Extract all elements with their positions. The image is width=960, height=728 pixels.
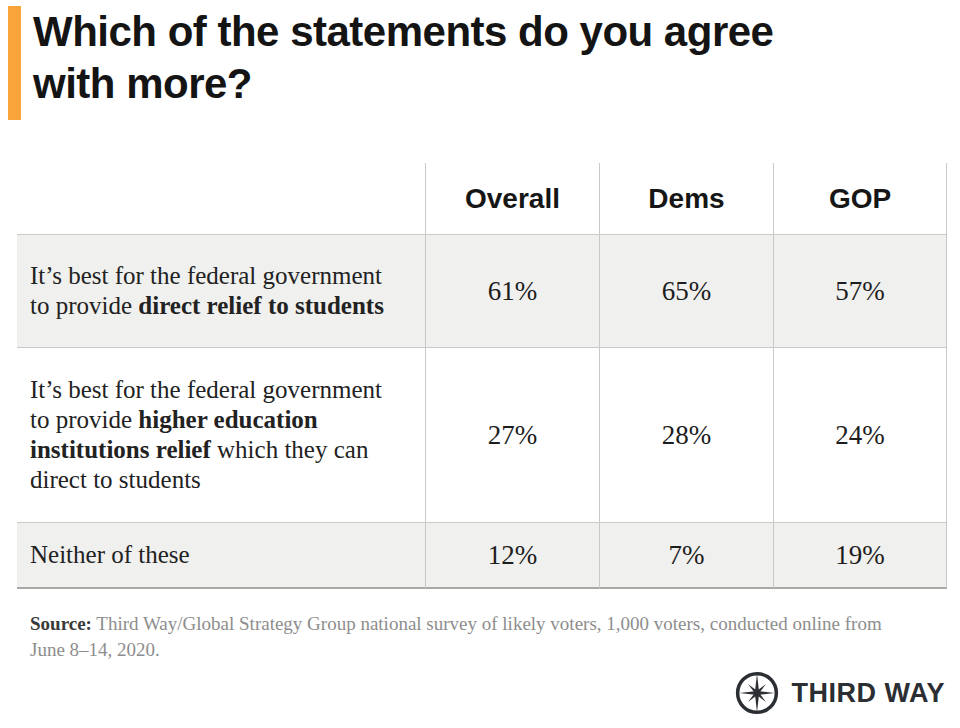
table-row: It’s best for the federal government to … <box>17 235 947 348</box>
row-label: It’s best for the federal government to … <box>17 348 425 523</box>
logo-wordmark: THIRD WAY <box>791 678 945 709</box>
row-value: 7% <box>599 523 773 589</box>
row-value: 19% <box>773 523 947 589</box>
row-value: 27% <box>425 348 599 523</box>
column-header-dems: Dems <box>599 163 773 235</box>
table-header-row: Overall Dems GOP <box>17 163 947 235</box>
row-value: 65% <box>599 235 773 348</box>
infographic-page: Which of the statements do you agree with… <box>0 0 960 728</box>
table-row: Neither of these12%7%19% <box>17 523 947 589</box>
compass-icon <box>735 671 779 715</box>
row-value: 57% <box>773 235 947 348</box>
row-value: 28% <box>599 348 773 523</box>
table-row: It’s best for the federal government to … <box>17 348 947 523</box>
row-value: 61% <box>425 235 599 348</box>
title-line-2: with more? <box>33 60 252 107</box>
column-header-overall: Overall <box>425 163 599 235</box>
source-text: Third Way/Global Strategy Group national… <box>30 613 882 660</box>
page-title: Which of the statements do you agree with… <box>33 6 773 110</box>
row-label: It’s best for the federal government to … <box>17 235 425 348</box>
header-empty-cell <box>17 163 425 235</box>
title-accent-bar <box>8 6 21 120</box>
row-value: 24% <box>773 348 947 523</box>
results-table: Overall Dems GOP It’s best for the feder… <box>17 163 947 589</box>
row-label: Neither of these <box>17 523 425 589</box>
results-table-body: It’s best for the federal government to … <box>17 235 947 589</box>
source-note: Source: Third Way/Global Strategy Group … <box>30 611 910 663</box>
column-header-gop: GOP <box>773 163 947 235</box>
title-line-1: Which of the statements do you agree <box>33 8 773 55</box>
row-value: 12% <box>425 523 599 589</box>
third-way-logo: THIRD WAY <box>735 671 945 715</box>
source-label: Source: <box>30 613 92 634</box>
